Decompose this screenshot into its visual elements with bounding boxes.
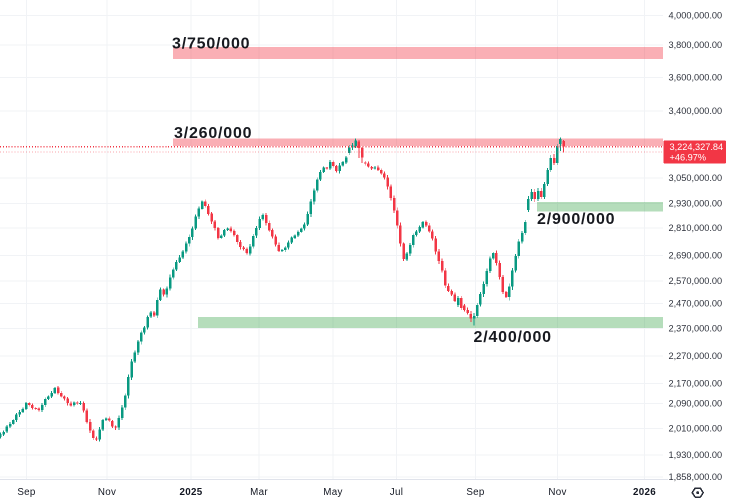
- svg-text:4,000,000.00: 4,000,000.00: [669, 11, 723, 21]
- svg-text:Nov: Nov: [98, 487, 116, 498]
- svg-text:2,370,000.00: 2,370,000.00: [669, 324, 723, 334]
- svg-text:Mar: Mar: [250, 487, 268, 498]
- svg-text:May: May: [323, 487, 342, 498]
- svg-text:2,690,000.00: 2,690,000.00: [669, 251, 723, 261]
- svg-text:1,930,000.00: 1,930,000.00: [669, 450, 723, 460]
- svg-text:2,170,000.00: 2,170,000.00: [669, 379, 723, 389]
- svg-text:2025: 2025: [180, 487, 203, 498]
- svg-text:2026: 2026: [633, 487, 656, 498]
- svg-text:+46.97%: +46.97%: [670, 153, 707, 163]
- svg-text:3/750/000: 3/750/000: [172, 35, 250, 52]
- svg-text:3/260/000: 3/260/000: [174, 125, 252, 142]
- svg-text:Nov: Nov: [548, 487, 566, 498]
- svg-text:2,570,000.00: 2,570,000.00: [669, 276, 723, 286]
- svg-text:2,470,000.00: 2,470,000.00: [669, 299, 723, 309]
- svg-text:3,050,000.00: 3,050,000.00: [669, 173, 723, 183]
- svg-text:3,400,000.00: 3,400,000.00: [669, 106, 723, 116]
- svg-text:1,858,000.00: 1,858,000.00: [669, 472, 723, 482]
- svg-text:3,800,000.00: 3,800,000.00: [669, 40, 723, 50]
- svg-text:Sep: Sep: [17, 487, 36, 498]
- svg-text:3,600,000.00: 3,600,000.00: [669, 73, 723, 83]
- svg-text:Sep: Sep: [466, 487, 485, 498]
- svg-text:Jul: Jul: [390, 487, 403, 498]
- svg-text:2,010,000.00: 2,010,000.00: [669, 424, 723, 434]
- svg-text:2/400/000: 2/400/000: [474, 329, 552, 346]
- svg-text:3,224,327.84: 3,224,327.84: [670, 142, 724, 152]
- svg-text:2/900/000: 2/900/000: [537, 211, 615, 228]
- svg-text:2,930,000.00: 2,930,000.00: [669, 199, 723, 209]
- svg-text:2,810,000.00: 2,810,000.00: [669, 223, 723, 233]
- svg-text:2,270,000.00: 2,270,000.00: [669, 351, 723, 361]
- svg-text:2,090,000.00: 2,090,000.00: [669, 399, 723, 409]
